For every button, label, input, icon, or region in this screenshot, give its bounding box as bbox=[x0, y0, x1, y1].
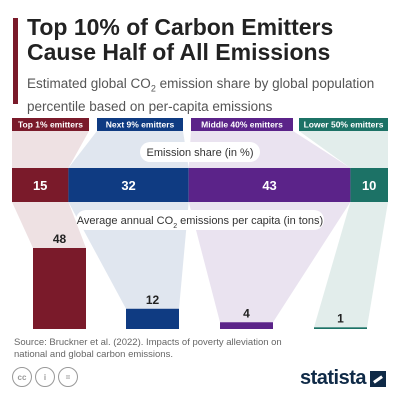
no-derivatives-icon: = bbox=[58, 367, 78, 387]
category-label-middle40: Middle 40% emitters bbox=[201, 120, 283, 130]
per-capita-value-lower50: 1 bbox=[337, 311, 344, 325]
creative-commons-icon: cc bbox=[12, 367, 32, 387]
per-capita-bar-lower50 bbox=[314, 327, 367, 329]
per-capita-bar-top1 bbox=[33, 248, 86, 329]
emission-share-pill bbox=[140, 142, 260, 162]
category-label-lower50: Lower 50% emitters bbox=[304, 120, 384, 130]
funnel-upper-lower50 bbox=[299, 131, 388, 168]
category-label-next9: Next 9% emitters bbox=[106, 120, 175, 130]
share-segment-top1 bbox=[12, 168, 69, 202]
per-capita-bar-middle40 bbox=[220, 322, 273, 329]
per-capita-value-top1: 48 bbox=[53, 232, 67, 246]
share-segment-middle40 bbox=[188, 168, 351, 202]
per-capita-value-middle40: 4 bbox=[243, 306, 250, 320]
statista-logo[interactable]: statista bbox=[300, 367, 386, 390]
category-tag-top1 bbox=[12, 118, 89, 131]
source-note: Source: Bruckner et al. (2022). Impacts … bbox=[14, 337, 282, 360]
funnel-lower-top1 bbox=[12, 202, 86, 248]
title-accent-bar bbox=[13, 18, 18, 104]
category-tag-middle40 bbox=[191, 118, 293, 131]
logo-mark-icon bbox=[370, 370, 386, 387]
share-segment-next9 bbox=[68, 168, 189, 202]
category-label-top1: Top 1% emitters bbox=[18, 120, 83, 130]
category-tag-lower50 bbox=[299, 118, 388, 131]
per-capita-pill bbox=[76, 210, 324, 230]
chart-subtitle: Estimated global CO2 emission share by g… bbox=[27, 76, 375, 114]
attribution-icon: i bbox=[35, 367, 55, 387]
category-tag-next9 bbox=[97, 118, 183, 131]
per-capita-bar-next9 bbox=[126, 308, 179, 329]
logo-text: statista bbox=[299, 367, 367, 389]
per-capita-label: Average annual CO2 emissions per capita … bbox=[77, 215, 323, 230]
license-icons: cc i = bbox=[12, 367, 78, 387]
emission-share-label: Emission share (in %) bbox=[147, 147, 254, 159]
chart-title: Top 10% of Carbon Emitters Cause Half of… bbox=[27, 14, 334, 65]
share-value-top1: 15 bbox=[33, 178, 47, 193]
funnel-lower-lower50 bbox=[314, 202, 388, 328]
share-value-middle40: 43 bbox=[262, 178, 276, 193]
share-value-lower50: 10 bbox=[362, 178, 376, 193]
emission-chart: Top 1% emitters Next 9% emitters Middle 40… bbox=[12, 118, 388, 329]
share-segment-lower50 bbox=[350, 168, 388, 202]
funnel-upper-top1 bbox=[12, 131, 89, 168]
share-value-next9: 32 bbox=[121, 178, 135, 193]
per-capita-value-next9: 12 bbox=[146, 293, 160, 307]
funnel-lower-middle40 bbox=[188, 202, 351, 323]
